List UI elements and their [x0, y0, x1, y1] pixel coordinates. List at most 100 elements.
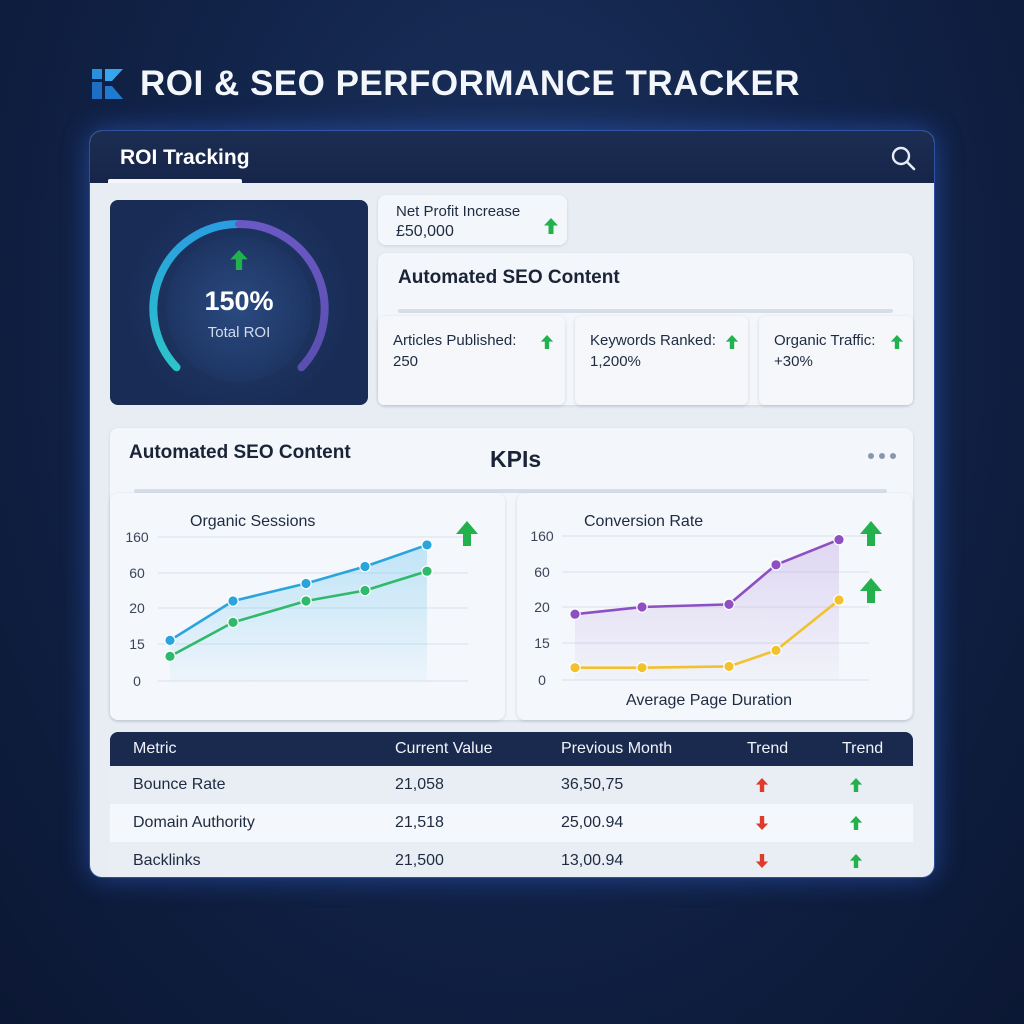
y-tick-label: 160 — [125, 529, 149, 545]
seo-content-panel: Automated SEO Content Articles Published… — [378, 253, 913, 405]
active-tab-indicator — [108, 179, 242, 183]
divider — [398, 309, 893, 313]
table-row[interactable]: Domain Authority 21,518 25,00.94 — [110, 804, 913, 842]
y-tick-label: 0 — [538, 672, 546, 688]
net-profit-label: Net Profit Increase — [396, 203, 521, 220]
net-profit-up-arrow-icon — [543, 217, 559, 235]
data-point — [636, 601, 648, 613]
trend-down-arrow-icon — [755, 853, 769, 869]
conversion-rate-plot: 160 60 20 15 0 — [530, 521, 882, 688]
roi-gauge — [149, 219, 329, 382]
stat-label: Keywords Ranked: — [590, 332, 716, 349]
column-header[interactable]: Metric — [133, 740, 177, 757]
column-header[interactable]: Previous Month — [561, 740, 673, 757]
kpi-heading: KPIs — [490, 446, 542, 472]
trend-up-arrow-icon — [849, 815, 863, 831]
column-header[interactable]: Trend — [747, 740, 789, 757]
y-tick-label: 160 — [530, 528, 554, 544]
chart-caption: Average Page Duration — [626, 692, 793, 709]
data-point — [723, 660, 735, 673]
table-header: Metric Current Value Previous Month Tren… — [110, 732, 913, 766]
y-tick-label: 60 — [534, 564, 550, 580]
trend-up-arrow-icon — [860, 521, 882, 546]
y-tick-label: 0 — [133, 673, 141, 689]
metric-cell: Backlinks — [133, 852, 201, 869]
y-tick-label: 20 — [534, 599, 550, 615]
column-header[interactable]: Current Value — [395, 740, 493, 757]
column-header[interactable]: Trend — [842, 740, 884, 757]
chart-title: Organic Sessions — [190, 513, 316, 530]
metric-cell: Bounce Rate — [133, 776, 226, 793]
data-point — [833, 594, 845, 606]
data-point — [359, 560, 371, 573]
data-point — [569, 661, 581, 674]
series-area — [575, 539, 839, 680]
trend-down-arrow-icon — [755, 815, 769, 831]
trend-up-arrow-icon — [849, 853, 863, 869]
stat-organic-traffic: Organic Traffic: +30% — [759, 316, 913, 405]
metric-cell: Domain Authority — [133, 814, 255, 831]
data-point — [636, 661, 648, 674]
previous-month-cell: 36,50,75 — [561, 776, 624, 793]
y-tick-label: 60 — [129, 565, 145, 581]
kpi-panel-title: Automated SEO Content — [129, 442, 351, 463]
y-tick-label: 20 — [129, 600, 145, 616]
trend-up-arrow-icon — [755, 777, 769, 793]
stat-label: Organic Traffic: — [774, 332, 876, 349]
app-header: ROI & SEO PERFORMANCE TRACKER — [90, 64, 800, 104]
organic-sessions-plot: 160 60 20 15 0 — [125, 521, 478, 689]
data-point — [833, 533, 845, 546]
search-icon[interactable] — [890, 145, 916, 171]
stat-label: Articles Published: — [393, 332, 517, 349]
chart-title: Conversion Rate — [584, 513, 704, 530]
tracker-window: ROI Tracking 150% — [90, 131, 934, 877]
data-point — [421, 539, 433, 551]
net-profit-value: £50,000 — [396, 223, 454, 240]
table-body: Bounce Rate 21,058 36,50,75 Domain Autho… — [110, 766, 913, 877]
stat-value: 250 — [393, 353, 419, 370]
organic-sessions-chart: 160 60 20 15 0 Organic Sessions — [110, 493, 505, 720]
up-arrow-icon — [890, 334, 904, 350]
stat-keywords-ranked: Keywords Ranked: 1,200% — [575, 316, 748, 405]
current-value-cell: 21,500 — [395, 852, 444, 869]
table-row[interactable]: Backlinks 21,500 13,00.94 — [110, 842, 913, 877]
roi-value: 150% — [204, 286, 274, 316]
app-title: ROI & SEO PERFORMANCE TRACKER — [140, 64, 801, 103]
roi-label: Total ROI — [207, 324, 271, 341]
data-point — [300, 595, 312, 607]
stat-value: +30% — [774, 353, 813, 370]
seo-content-title: Automated SEO Content — [398, 267, 620, 288]
y-tick-label: 15 — [129, 636, 145, 652]
data-point — [770, 644, 782, 657]
conversion-rate-chart: 160 60 20 15 0 Conversion Rate Average Page … — [517, 493, 912, 720]
data-point — [164, 634, 176, 647]
window-titlebar: ROI Tracking — [90, 131, 934, 183]
kpi-panel: Automated SEO Content KPIs 160 60 20 15 0 Or… — [110, 428, 913, 720]
series-area — [170, 544, 427, 681]
data-point — [164, 650, 176, 663]
roi-gauge-card: 150% Total ROI — [110, 200, 368, 405]
logo-icon — [92, 69, 123, 99]
metrics-table: Metric Current Value Previous Month Tren… — [110, 732, 913, 877]
data-point — [770, 559, 782, 571]
data-point — [227, 595, 239, 607]
current-value-cell: 21,518 — [395, 814, 444, 831]
up-arrow-icon — [540, 334, 554, 350]
net-profit-card: Net Profit Increase £50,000 — [378, 195, 567, 245]
y-tick-label: 15 — [534, 635, 550, 651]
current-value-cell: 21,058 — [395, 776, 444, 793]
trend-up-arrow-icon — [456, 521, 478, 546]
previous-month-cell: 13,00.94 — [561, 852, 624, 869]
up-arrow-icon — [725, 334, 739, 350]
data-point — [359, 584, 371, 597]
data-point — [723, 598, 735, 611]
stat-value: 1,200% — [590, 353, 641, 370]
trend-up-arrow-icon — [849, 777, 863, 793]
divider — [134, 489, 887, 493]
table-row[interactable]: Bounce Rate 21,058 36,50,75 — [110, 766, 913, 804]
stat-articles-published: Articles Published: 250 — [378, 316, 565, 405]
more-icon[interactable] — [865, 446, 899, 466]
tab-roi-tracking[interactable]: ROI Tracking — [120, 146, 250, 169]
previous-month-cell: 25,00.94 — [561, 814, 624, 831]
data-point — [300, 577, 312, 590]
